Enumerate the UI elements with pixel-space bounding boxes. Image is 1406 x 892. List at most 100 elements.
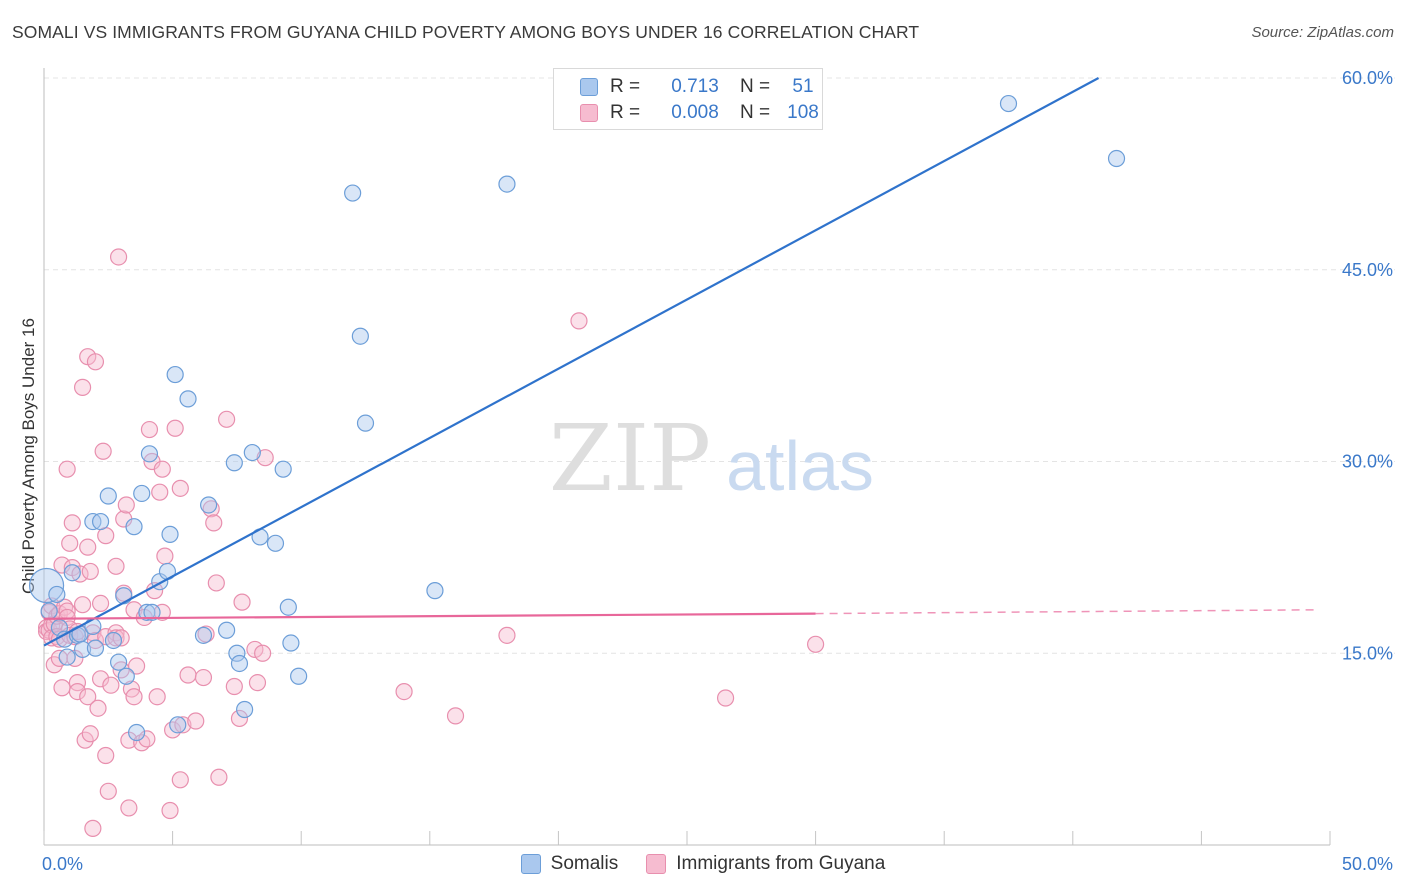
guyana-point: [94, 442, 112, 460]
somali-point: [290, 667, 308, 685]
guyana-point: [120, 799, 138, 817]
guyana-point: [395, 682, 413, 701]
guyana-point: [99, 782, 117, 800]
somali-point: [48, 585, 66, 604]
somali-point: [28, 567, 65, 604]
guyana-point: [151, 483, 169, 501]
somali-point: [1107, 149, 1126, 168]
guyana-point: [109, 248, 128, 266]
guyana-point: [171, 479, 189, 497]
somali-point: [133, 484, 151, 503]
n-label: N =: [740, 76, 771, 97]
guyana-point: [91, 594, 110, 612]
somali-point: [161, 525, 179, 543]
somali-points: [28, 94, 1126, 742]
guyana-point: [53, 679, 71, 697]
somali-point: [279, 598, 297, 616]
somali-point: [109, 653, 128, 671]
y-tick-label: 30.0%: [1342, 452, 1393, 472]
somali-point: [40, 602, 58, 620]
somali-point: [194, 626, 213, 644]
somali-point: [356, 414, 375, 432]
stats-legend: R = 0.713 N = 51 R = 0.008 N = 108: [553, 68, 823, 130]
somali-legend-swatch: [520, 854, 541, 874]
somali-point: [115, 587, 133, 605]
guyana-point: [86, 353, 105, 371]
somali-point: [117, 667, 135, 685]
guyana-point: [153, 460, 171, 478]
guyana-point: [156, 547, 174, 565]
guyana-legend-label: Immigrants from Guyana: [676, 853, 886, 874]
guyana-point: [210, 768, 228, 786]
guyana-point: [179, 666, 197, 684]
gridlines: [44, 77, 1395, 654]
guyana-point: [89, 699, 107, 717]
x-ticks: [43, 831, 1331, 845]
guyana-point: [161, 801, 179, 820]
n-value: 108: [787, 102, 819, 123]
legend-row-guyana: R = 0.008 N = 108: [580, 100, 828, 126]
guyana-point: [205, 514, 223, 532]
guyana-trend-line: [43, 612, 816, 620]
guyana-point: [248, 674, 267, 692]
y-tick-label: 15.0%: [1342, 643, 1393, 663]
x-tick-label: 50.0%: [1342, 854, 1393, 874]
somali-point: [125, 518, 143, 536]
guyana-trend-extension: [815, 609, 1318, 615]
guyana-point: [73, 378, 92, 396]
chart-title: SOMALI VS IMMIGRANTS FROM GUYANA CHILD P…: [12, 22, 920, 42]
r-value: 0.713: [671, 76, 719, 97]
somali-point: [274, 460, 292, 478]
guyana-point: [68, 682, 87, 701]
guyana-point: [107, 557, 125, 575]
guyana-point: [140, 420, 159, 439]
somali-point: [138, 603, 156, 621]
guyana-point: [61, 534, 79, 552]
guyana-point: [233, 593, 251, 611]
guyana-point: [79, 538, 97, 556]
n-value: 51: [792, 76, 814, 97]
guyana-point: [166, 419, 184, 437]
somali-point: [344, 184, 362, 202]
somali-point: [426, 582, 444, 600]
somali-point: [99, 487, 117, 505]
y-tick-label: 45.0%: [1342, 260, 1393, 280]
guyana-point: [84, 819, 102, 837]
guyana-point: [225, 677, 243, 696]
watermark: ZIP atlas: [549, 405, 874, 512]
trend-lines: [43, 77, 1318, 647]
guyana-point: [125, 688, 143, 706]
guyana-point: [102, 676, 120, 694]
guyana-point: [498, 626, 516, 644]
somali-legend-label: Somalis: [550, 853, 619, 874]
guyana-point: [58, 460, 76, 478]
guyana-point: [148, 688, 166, 706]
somali-point: [351, 327, 369, 345]
guyana-point: [256, 449, 274, 467]
guyana-point: [254, 644, 272, 662]
somali-point: [63, 564, 81, 582]
somali-point: [498, 175, 516, 193]
y-tick-label: 60.0%: [1342, 68, 1393, 88]
somali-point: [228, 644, 246, 662]
somali-point: [73, 640, 92, 659]
watermark-zip: ZIP: [549, 405, 711, 512]
guyana-point: [97, 746, 115, 765]
somali-point: [91, 512, 110, 531]
guyana-legend-swatch: [646, 854, 667, 874]
somali-point: [169, 716, 187, 734]
somali-point: [236, 700, 254, 719]
watermark-atlas: atlas: [726, 427, 874, 505]
guyana-point: [716, 689, 735, 707]
series-legend: Somalis Immigrants from Guyana: [0, 851, 1406, 877]
n-label: N =: [740, 102, 771, 123]
somali-point: [230, 654, 249, 673]
somali-point: [104, 631, 123, 650]
somali-point: [225, 454, 243, 472]
x-tick-labels: 0.0% 50.0%: [42, 854, 1393, 874]
guyana-point: [107, 629, 125, 647]
x-tick-label: 0.0%: [42, 854, 83, 874]
legend-item-guyana: Immigrants from Guyana: [646, 853, 885, 875]
somali-point: [200, 496, 218, 514]
